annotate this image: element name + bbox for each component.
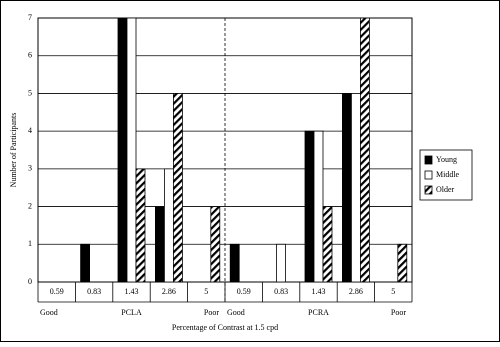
- x-tick-label: 1.43: [125, 287, 139, 296]
- bar: [276, 243, 287, 283]
- group-annotation: Good: [227, 308, 245, 317]
- bar: [341, 93, 352, 283]
- y-tick-label: 4: [28, 126, 32, 135]
- y-tick-label: 7: [28, 13, 32, 22]
- y-tick-label: 2: [28, 201, 32, 210]
- y-tick-label: 6: [28, 51, 32, 60]
- legend-label: Older: [436, 185, 455, 194]
- x-tick-label: 1.43: [312, 287, 326, 296]
- bar: [117, 17, 128, 283]
- bar: [350, 93, 361, 283]
- y-tick-label: 5: [28, 88, 32, 97]
- y-tick-label: 0: [28, 277, 32, 286]
- bar: [397, 243, 408, 283]
- bar: [172, 93, 183, 283]
- bar: [80, 243, 90, 283]
- x-tick-label: 0.83: [274, 287, 288, 296]
- x-tick-label: 5: [204, 287, 208, 296]
- bar: [135, 168, 146, 283]
- group-annotation: PCRA: [308, 308, 329, 317]
- x-tick-label: 0.59: [50, 287, 64, 296]
- legend-label: Middle: [436, 170, 460, 179]
- bar: [210, 206, 221, 283]
- legend-label: Young: [436, 155, 457, 164]
- group-annotation: Poor: [391, 308, 406, 317]
- legend-swatch: [424, 185, 433, 195]
- x-tick-label: 0.83: [87, 287, 101, 296]
- x-tick-label: 5: [391, 287, 395, 296]
- y-tick-label: 3: [28, 164, 32, 173]
- x-axis-title: Percentage of Contrast at 1.5 cpd: [172, 323, 278, 332]
- group-annotation: Poor: [204, 308, 219, 317]
- x-tick-label: 0.59: [237, 287, 251, 296]
- bar: [126, 17, 137, 283]
- bar: [359, 17, 370, 283]
- bar: [163, 168, 174, 283]
- bar: [154, 206, 165, 283]
- bar: [229, 243, 240, 283]
- bar: [322, 206, 333, 283]
- y-tick-label: 1: [28, 239, 32, 248]
- group-annotation: PCLA: [121, 308, 142, 317]
- legend-swatch: [424, 155, 433, 165]
- group-annotation: Good: [40, 308, 58, 317]
- x-tick-label: 2.86: [162, 287, 176, 296]
- x-tick-label: 2.86: [349, 287, 363, 296]
- bar: [304, 130, 315, 283]
- bar: [313, 130, 324, 283]
- y-axis-title: Number of Participants: [9, 113, 18, 188]
- legend-swatch: [424, 170, 433, 180]
